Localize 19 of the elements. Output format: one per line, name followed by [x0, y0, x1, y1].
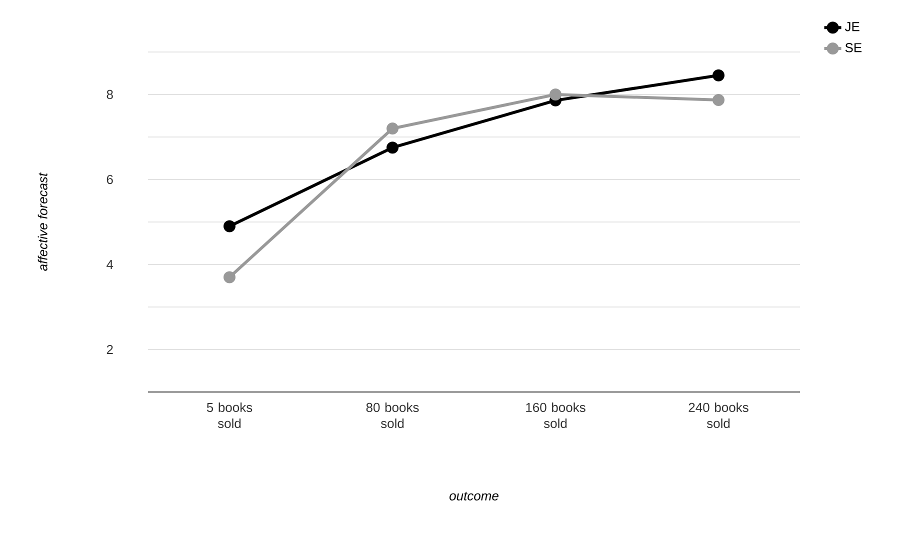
point	[386, 122, 399, 134]
point	[550, 88, 562, 100]
point	[224, 220, 236, 232]
x-tick-label: 5 books sold	[206, 402, 252, 428]
legend-label: SE	[845, 43, 862, 52]
y-tick-label: 6	[106, 174, 113, 184]
legend-label: JE	[844, 22, 860, 32]
point	[386, 142, 399, 154]
point	[712, 94, 725, 106]
x-tick-label: 80 books sold	[366, 402, 419, 428]
y-tick-label: 4	[106, 260, 114, 269]
y-tick-label: 8	[106, 90, 113, 100]
x-tick-label: 240 books sold	[688, 402, 748, 428]
point	[224, 271, 236, 284]
point	[712, 69, 725, 82]
x-tick-label: 160 books sold	[526, 402, 586, 428]
y-axis-title: affective forecast	[38, 172, 48, 271]
y-tick-label: 2	[106, 344, 113, 354]
x-axis-title: outcome	[450, 492, 498, 500]
